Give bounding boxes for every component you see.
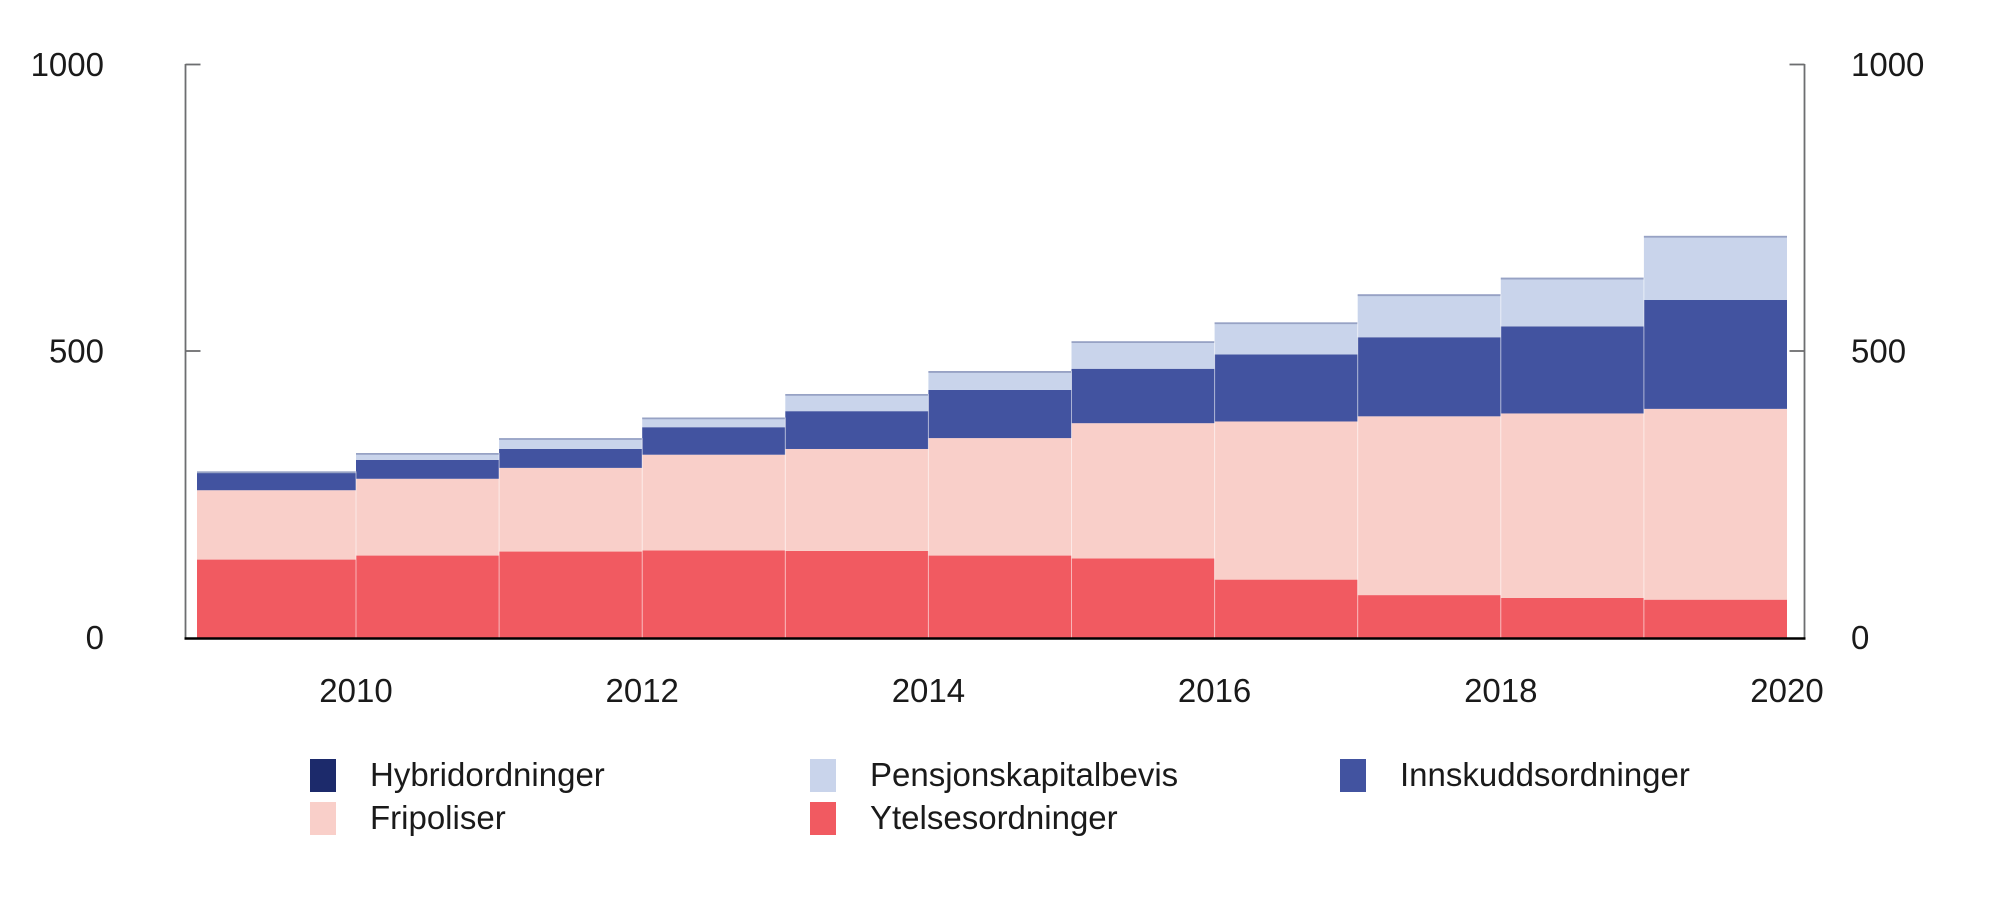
legend-label-innskuddsordninger: Innskuddsordninger: [1400, 756, 1690, 793]
area-segment-2016-ytelsesordninger: [1071, 558, 1215, 638]
area-segment-2020-fripoliser: [1643, 408, 1787, 600]
y-tick-label-right-0: 0: [1851, 619, 1869, 656]
area-segment-2011-ytelsesordninger: [356, 555, 500, 638]
x-tick-label-2014: 2014: [892, 672, 965, 709]
area-segment-2018-fripoliser: [1357, 416, 1501, 596]
area-segment-2015-pensjonskapitalbevis: [928, 371, 1072, 390]
x-tick-label-2012: 2012: [605, 672, 678, 709]
area-segment-2012-pensjonskapitalbevis: [499, 438, 643, 449]
area-segment-2015-ytelsesordninger: [928, 555, 1072, 638]
area-segment-2018-pensjonskapitalbevis: [1357, 294, 1501, 338]
y-tick-label-right-1000: 1000: [1851, 46, 1924, 83]
area-segment-2017-innskuddsordninger: [1214, 354, 1358, 422]
legend-label-fripoliser: Fripoliser: [370, 799, 506, 836]
area-segment-2020-innskuddsordninger: [1643, 300, 1787, 409]
legend-swatch-ytelsesordninger-icon: [810, 801, 836, 835]
area-segment-2014-fripoliser: [785, 448, 929, 551]
area-segment-2012-ytelsesordninger: [499, 551, 643, 638]
x-tick-label-2010: 2010: [319, 672, 392, 709]
area-segment-2013-fripoliser: [642, 454, 786, 551]
y-tick-label-left-500: 500: [49, 333, 104, 370]
legend-swatch-fripoliser-icon: [310, 801, 336, 835]
area-segment-2016-pensjonskapitalbevis: [1071, 341, 1215, 369]
legend-label-pensjonskapitalbevis: Pensjonskapitalbevis: [870, 756, 1179, 793]
y-tick-label-left-1000: 1000: [31, 46, 104, 83]
area-segment-2011-innskuddsordninger: [356, 459, 500, 479]
area-segment-2014-ytelsesordninger: [785, 550, 929, 638]
y-tick-label-left-0: 0: [86, 619, 104, 656]
legend-item-ytelsesordninger: Ytelsesordninger: [810, 800, 1118, 836]
area-segment-2010-innskuddsordninger: [197, 473, 356, 491]
area-segment-2016-innskuddsordninger: [1071, 368, 1215, 424]
legend-item-pensjonskapitalbevis: Pensjonskapitalbevis: [810, 757, 1178, 793]
area-segment-2017-fripoliser: [1214, 421, 1358, 580]
x-tick-label-2020: 2020: [1750, 672, 1823, 709]
area-segment-2011-pensjonskapitalbevis: [356, 452, 500, 460]
area-segment-2011-fripoliser: [356, 478, 500, 556]
area-segment-2010-ytelsesordninger: [197, 559, 356, 638]
legend-swatch-pensjonskapitalbevis-icon: [810, 758, 836, 792]
area-segment-2020-ytelsesordninger: [1643, 599, 1787, 638]
area-segment-2020-pensjonskapitalbevis: [1643, 235, 1787, 301]
area-segment-2019-innskuddsordninger: [1500, 326, 1644, 414]
area-segment-2019-pensjonskapitalbevis: [1500, 277, 1644, 327]
area-segment-2019-fripoliser: [1500, 413, 1644, 598]
area-segment-2013-innskuddsordninger: [642, 427, 786, 455]
area-segment-2014-innskuddsordninger: [785, 411, 929, 449]
legend: Hybridordninger Pensjonskapitalbevis Inn…: [0, 0, 2000, 836]
area-segment-2017-ytelsesordninger: [1214, 579, 1358, 638]
legend-label-hybridordninger: Hybridordninger: [370, 756, 605, 793]
x-tick-label-2016: 2016: [1178, 672, 1251, 709]
x-tick-label-2018: 2018: [1464, 672, 1537, 709]
area-segment-2019-ytelsesordninger: [1500, 597, 1644, 638]
area-segment-2013-pensjonskapitalbevis: [642, 417, 786, 428]
legend-swatch-hybridordninger-icon: [310, 758, 336, 792]
area-segment-2018-ytelsesordninger: [1357, 595, 1501, 638]
legend-item-hybridordninger: Hybridordninger: [310, 757, 605, 793]
area-segment-2012-innskuddsordninger: [499, 448, 643, 468]
area-segment-2017-pensjonskapitalbevis: [1214, 322, 1358, 355]
area-segment-2018-innskuddsordninger: [1357, 337, 1501, 417]
legend-label-ytelsesordninger: Ytelsesordninger: [870, 799, 1118, 836]
area-segment-2013-ytelsesordninger: [642, 550, 786, 638]
area-segment-2015-fripoliser: [928, 438, 1072, 556]
legend-item-innskuddsordninger: Innskuddsordninger: [1340, 757, 1690, 793]
area-segment-2014-pensjonskapitalbevis: [785, 393, 929, 412]
area-segment-2015-innskuddsordninger: [928, 389, 1072, 439]
legend-item-fripoliser: Fripoliser: [310, 800, 506, 836]
area-segment-2012-fripoliser: [499, 467, 643, 552]
y-tick-label-right-500: 500: [1851, 333, 1906, 370]
area-segment-2016-fripoliser: [1071, 423, 1215, 559]
legend-swatch-innskuddsordninger-icon: [1340, 758, 1366, 792]
area-segment-2010-fripoliser: [197, 490, 356, 560]
